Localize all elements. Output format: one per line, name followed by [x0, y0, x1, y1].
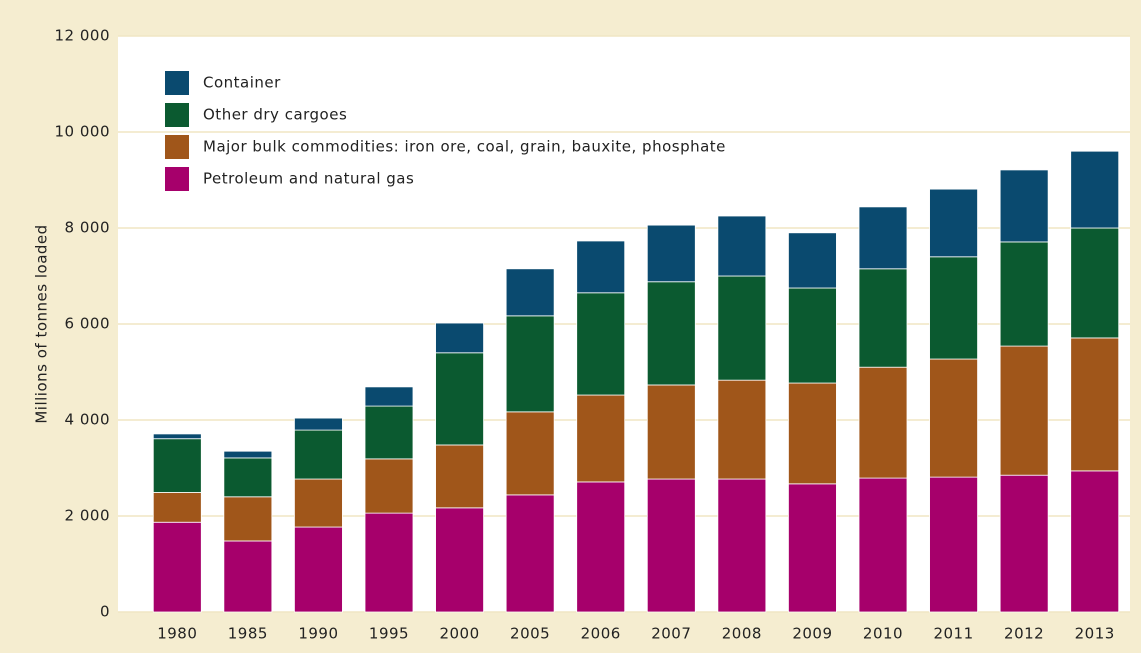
bar-segment	[223, 496, 273, 542]
legend-swatch	[165, 167, 189, 191]
y-tick-label: 0	[100, 603, 110, 621]
bar-segment	[858, 206, 908, 270]
bar-segment	[1070, 337, 1120, 472]
bar-segment	[223, 540, 273, 613]
bar-segment	[294, 526, 343, 613]
legend-label: Petroleum and natural gas	[203, 170, 414, 188]
bar-segment	[223, 450, 273, 459]
bar-segment	[152, 438, 202, 493]
bar-segment	[576, 394, 626, 483]
bar-segment	[505, 411, 555, 496]
legend-label: Container	[203, 74, 281, 92]
y-tick-label: 6 000	[65, 315, 110, 333]
bar-segment	[646, 478, 696, 613]
bar-segment	[858, 268, 908, 368]
y-tick-label: 10 000	[55, 123, 111, 141]
bar-segment	[929, 358, 978, 478]
bar-segment	[999, 169, 1049, 243]
bar-segment	[435, 507, 484, 613]
legend-swatch	[165, 71, 189, 95]
bar-segment	[364, 512, 414, 613]
bar-segment	[576, 481, 626, 613]
bar-segment	[576, 292, 626, 396]
legend-swatch	[165, 103, 189, 127]
x-tick-label: 1995	[369, 625, 409, 643]
x-tick-label: 1990	[298, 625, 338, 643]
bar-segment	[717, 275, 767, 381]
bar-segment	[646, 281, 696, 386]
bar-segment	[717, 215, 767, 277]
bar-segment	[152, 521, 202, 613]
bar-segment	[858, 477, 908, 613]
y-tick-label: 4 000	[65, 411, 110, 429]
bar-segment	[929, 256, 978, 360]
bar-segment	[364, 458, 414, 514]
x-tick-label: 2000	[439, 625, 479, 643]
bar-segment	[1070, 150, 1120, 229]
y-axis-label: Millions of tonnes loaded	[33, 224, 51, 423]
legend-label: Major bulk commodities: iron ore, coal, …	[203, 138, 726, 156]
x-tick-label: 2013	[1075, 625, 1115, 643]
bar-segment	[999, 345, 1049, 476]
bar-segment	[999, 241, 1049, 347]
bar-segment	[152, 433, 202, 440]
x-tick-label: 2011	[933, 625, 973, 643]
bar-segment	[999, 474, 1049, 613]
bar-segment	[223, 457, 273, 498]
x-tick-label: 2010	[863, 625, 903, 643]
legend-label: Other dry cargoes	[203, 106, 347, 124]
bar-segment	[858, 366, 908, 479]
bar-segment	[788, 483, 837, 613]
bar-segment	[294, 478, 343, 528]
bar-segment	[152, 492, 202, 523]
x-tick-label: 2009	[792, 625, 832, 643]
bar-segment	[505, 315, 555, 413]
bar-segment	[717, 478, 767, 613]
bar-segment	[929, 188, 978, 258]
bar-segment	[294, 417, 343, 431]
bar-segment	[717, 379, 767, 480]
bar-segment	[364, 405, 414, 460]
y-tick-label: 2 000	[65, 507, 110, 525]
x-tick-label: 2006	[581, 625, 621, 643]
bar-segment	[576, 240, 626, 294]
bar-segment	[929, 476, 978, 613]
legend-swatch	[165, 135, 189, 159]
bar-segment	[646, 224, 696, 283]
bar-segment	[505, 494, 555, 613]
x-tick-label: 1980	[157, 625, 197, 643]
bar-segment	[788, 287, 837, 384]
bar-segment	[788, 232, 837, 289]
bar-segment	[788, 382, 837, 485]
y-tick-label: 12 000	[55, 27, 111, 45]
x-tick-label: 2005	[510, 625, 550, 643]
bar-segment	[435, 444, 484, 509]
x-tick-label: 2008	[722, 625, 762, 643]
bar-segment	[294, 429, 343, 480]
x-tick-label: 2007	[651, 625, 691, 643]
bar-segment	[364, 386, 414, 407]
bar-segment	[646, 384, 696, 480]
bar-segment	[1070, 470, 1120, 613]
bar-segment	[435, 352, 484, 446]
x-tick-label: 2012	[1004, 625, 1044, 643]
bar-segment	[1070, 227, 1120, 339]
bar-segment	[435, 322, 484, 354]
y-tick-label: 8 000	[65, 219, 110, 237]
x-tick-label: 1985	[228, 625, 268, 643]
bar-segment	[505, 268, 555, 317]
